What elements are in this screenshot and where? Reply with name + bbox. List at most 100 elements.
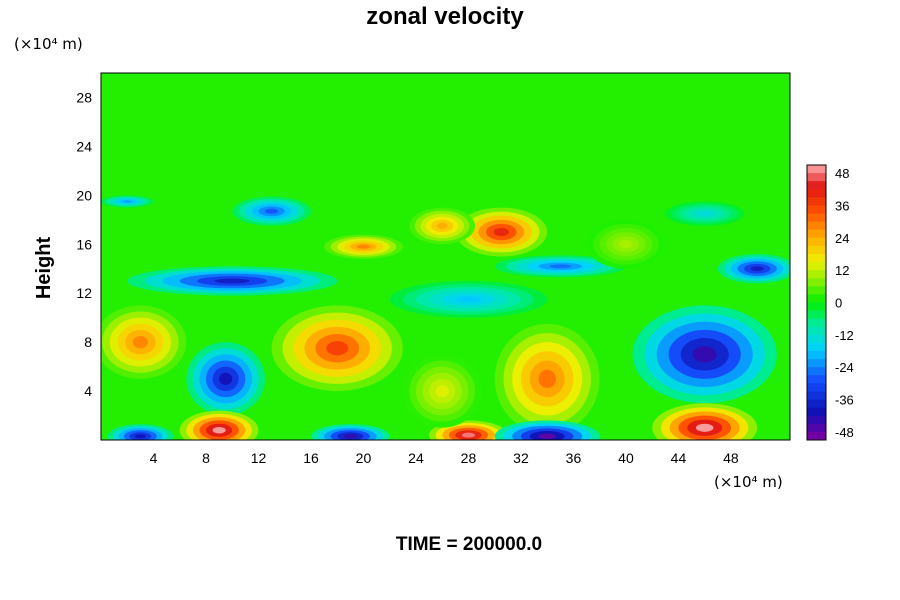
x-tick-label: 24 (408, 450, 424, 466)
y-tick-label: 4 (84, 383, 92, 399)
heatmap-cell (101, 195, 154, 208)
heatmap-contour (122, 200, 132, 203)
colorbar-level (807, 367, 826, 376)
colorbar-tick-label: -24 (835, 360, 854, 375)
heatmap-cell (409, 207, 476, 245)
y-axis-unit: (×10⁴ m) (14, 35, 83, 53)
colorbar-level (807, 197, 826, 206)
colorbar-level (807, 391, 826, 401)
colorbar-tick-label: 36 (835, 198, 849, 213)
heatmap-cell (665, 201, 745, 226)
colorbar-level (807, 270, 826, 279)
heatmap-contour (435, 384, 449, 398)
heatmap-contour (750, 266, 764, 272)
colorbar-level (807, 399, 826, 409)
heatmap-contour (619, 240, 633, 249)
heatmap-cell (127, 266, 338, 296)
y-axis-label: Height (33, 237, 55, 300)
heatmap-cell (107, 424, 174, 440)
heatmap-contour (455, 296, 482, 303)
heatmap-cell (494, 420, 600, 440)
colorbar-level (807, 229, 826, 239)
colorbar-level (807, 431, 826, 441)
colorbar-tick-label: -48 (835, 425, 854, 440)
x-tick-label: 12 (251, 450, 267, 466)
x-tick-label: 8 (202, 450, 210, 466)
heatmap-cell (586, 219, 666, 269)
colorbar-level (807, 213, 826, 223)
heatmap-contour (695, 423, 714, 432)
colorbar (806, 164, 827, 441)
heatmap-cell (101, 305, 187, 379)
y-tick-label: 8 (84, 334, 92, 350)
plot-frame (100, 72, 791, 441)
heatmap-cell (271, 305, 403, 392)
heatmap-contour (698, 211, 712, 216)
chart-title: zonal velocity (366, 3, 524, 30)
colorbar-frame (806, 164, 827, 441)
heatmap-cell (455, 207, 548, 257)
x-tick-label: 20 (356, 450, 372, 466)
heatmap-contour (538, 433, 556, 439)
colorbar-level (807, 407, 826, 417)
x-tick-label: 36 (566, 450, 582, 466)
colorbar-level (807, 189, 826, 198)
heatmap-cell (310, 424, 390, 440)
colorbar-tick-label: 48 (835, 166, 849, 181)
heatmap-contour (343, 434, 357, 439)
heatmap-cell (652, 403, 758, 440)
colorbar-level (807, 359, 826, 368)
heatmap-cell (632, 305, 777, 404)
heatmap-cell (232, 196, 311, 226)
colorbar-level (807, 318, 826, 328)
heatmap-cell (324, 234, 403, 259)
x-tick-label: 32 (513, 450, 529, 466)
heatmap-cell (402, 354, 482, 428)
colorbar-level (807, 383, 826, 392)
heatmap-cell (494, 255, 626, 278)
heatmap-cell (389, 280, 548, 318)
heatmap-cell (186, 342, 266, 416)
colorbar-level (807, 375, 826, 384)
colorbar-level (807, 245, 826, 255)
colorbar-tick-label: -36 (835, 393, 854, 408)
x-tick-label: 16 (303, 450, 319, 466)
heatmap-contour (219, 372, 233, 385)
heatmap-cell (717, 254, 790, 284)
heatmap-contour (326, 341, 349, 356)
heatmap-field (101, 73, 790, 440)
colorbar-level (807, 262, 826, 271)
heatmap-contour (132, 336, 149, 349)
y-tick-label: 28 (76, 89, 92, 105)
heatmap-contour (214, 278, 250, 284)
x-tick-label: 44 (671, 450, 687, 466)
colorbar-level (807, 326, 826, 336)
colorbar-tick-labels: 48 36 24 12 0 -12 -24 -36 -48 (835, 166, 854, 440)
colorbar-level (807, 221, 826, 231)
heatmap-contour (692, 346, 717, 363)
heatmap-contour (134, 434, 146, 439)
colorbar-level (807, 165, 826, 174)
colorbar-tick-label: -12 (835, 328, 854, 343)
colorbar-level (807, 205, 826, 215)
heatmap-contour (549, 264, 572, 269)
heatmap-contour (265, 208, 279, 214)
colorbar-tick-label: 12 (835, 263, 849, 278)
colorbar-level (807, 294, 826, 303)
y-tick-label: 24 (76, 138, 92, 154)
heatmap-contour (493, 227, 509, 237)
x-tick-label: 4 (150, 450, 158, 466)
colorbar-level (807, 351, 826, 360)
x-tick-label: 48 (723, 450, 739, 466)
y-tick-label: 20 (76, 187, 92, 203)
heatmap-contour (461, 432, 476, 438)
y-tick-label: 12 (76, 285, 92, 301)
heatmap-contour (212, 426, 226, 434)
colorbar-level (807, 310, 826, 320)
colorbar-level (807, 181, 826, 190)
colorbar-level (807, 302, 826, 312)
colorbar-level (807, 415, 826, 425)
heatmap-contour (436, 222, 448, 229)
colorbar-tick-label: 0 (835, 296, 842, 311)
